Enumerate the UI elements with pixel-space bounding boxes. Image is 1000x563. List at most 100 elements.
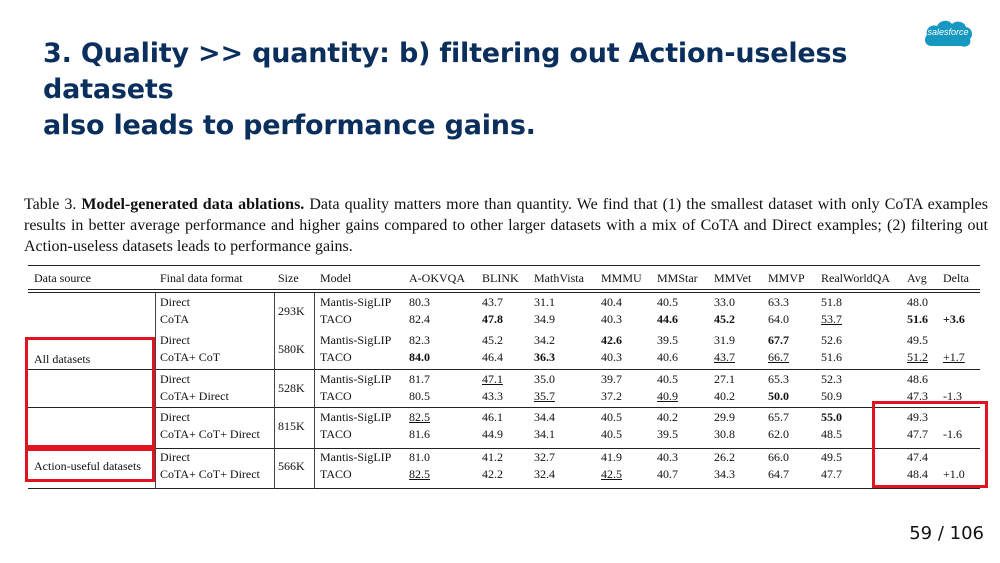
table-cell: 51.6 xyxy=(821,350,842,364)
table-cell: 40.5 xyxy=(657,295,678,309)
size-cell: 528K xyxy=(278,381,305,395)
table-cell: 66.7 xyxy=(768,350,789,364)
page-number: 59 / 106 xyxy=(909,523,984,544)
table-cell: 33.0 xyxy=(714,295,735,309)
table-cell: 40.3 xyxy=(657,450,678,464)
table-cell: 64.7 xyxy=(768,467,789,481)
table-cell: 39.5 xyxy=(657,427,678,441)
table-cell: 40.5 xyxy=(601,410,622,424)
table-cell: 48.5 xyxy=(821,427,842,441)
model-cell: Mantis-SigLIP xyxy=(320,410,392,424)
table-cell: 48.0 xyxy=(907,295,928,309)
table-cell: 51.8 xyxy=(821,295,842,309)
data-format-cell: Direct xyxy=(160,450,190,464)
table-cell: 40.2 xyxy=(714,389,735,403)
data-format-cell: Direct xyxy=(160,333,190,347)
column-header: Size xyxy=(278,271,299,285)
salesforce-logo: salesforce xyxy=(922,16,974,50)
table-cell: 50.0 xyxy=(768,389,789,403)
model-cell: Mantis-SigLIP xyxy=(320,295,392,309)
table-cell: 40.3 xyxy=(601,350,622,364)
logo-text: salesforce xyxy=(927,27,969,37)
caption-bold: Model-generated data ablations. xyxy=(81,196,305,213)
table-cell: 51.6 xyxy=(907,312,928,326)
caption-text: Data quality matters more than quantity.… xyxy=(24,196,988,255)
table-cell: 80.3 xyxy=(409,295,430,309)
model-cell: Mantis-SigLIP xyxy=(320,450,392,464)
column-header: MMStar xyxy=(657,271,698,285)
table-cell: 48.6 xyxy=(907,372,928,386)
table-cell: 40.6 xyxy=(657,350,678,364)
table-cell: 43.7 xyxy=(482,295,503,309)
table-cell: 49.3 xyxy=(907,410,928,424)
table-cell: 41.9 xyxy=(601,450,622,464)
table-cell: 47.7 xyxy=(907,427,928,441)
table-cell: 42.5 xyxy=(601,467,622,481)
model-cell: TACO xyxy=(320,467,352,481)
column-header: Avg xyxy=(907,271,927,285)
model-cell: TACO xyxy=(320,389,352,403)
table-cell: 47.3 xyxy=(907,389,928,403)
data-format-cell: CoTA+ Direct xyxy=(160,389,229,403)
size-cell: 293K xyxy=(278,304,305,318)
column-header: A-OKVQA xyxy=(409,271,465,285)
table-cell: -1.3 xyxy=(943,389,962,403)
table-cell: 32.7 xyxy=(534,450,555,464)
table-cell: +1.0 xyxy=(943,467,965,481)
table-rule xyxy=(28,289,980,290)
table-cell: 44.6 xyxy=(657,312,678,326)
table-cell: 50.9 xyxy=(821,389,842,403)
table-cell: 47.7 xyxy=(821,467,842,481)
column-header: Data source xyxy=(34,271,91,285)
column-header: RealWorldQA xyxy=(821,271,891,285)
table-cell: 81.6 xyxy=(409,427,430,441)
table-cell: 44.9 xyxy=(482,427,503,441)
table-cell: 45.2 xyxy=(482,333,503,347)
model-cell: TACO xyxy=(320,427,352,441)
table-cell: 40.2 xyxy=(657,410,678,424)
cloud-icon xyxy=(924,20,973,47)
column-header: Final data format xyxy=(160,271,243,285)
table-cell: 81.7 xyxy=(409,372,430,386)
data-format-cell: CoTA xyxy=(160,312,190,326)
table-rule xyxy=(28,292,980,293)
table-cell: 55.0 xyxy=(821,410,842,424)
table-cell: 82.5 xyxy=(409,410,430,424)
table-cell: -1.6 xyxy=(943,427,962,441)
table-cell: 37.2 xyxy=(601,389,622,403)
column-header: Delta xyxy=(943,271,969,285)
slide-title: 3. Quality >> quantity: b) filtering out… xyxy=(43,36,953,144)
table-cell: 47.8 xyxy=(482,312,503,326)
column-header: MMMU xyxy=(601,271,642,285)
table-cell: 34.2 xyxy=(534,333,555,347)
highlight-box-all-datasets xyxy=(25,337,155,448)
table-cell: 35.7 xyxy=(534,389,555,403)
data-source-label: Action-useful datasets xyxy=(34,459,141,473)
table-cell: 51.2 xyxy=(907,350,928,364)
table-cell: 40.7 xyxy=(657,467,678,481)
table-cell: 80.5 xyxy=(409,389,430,403)
table-cell: 82.4 xyxy=(409,312,430,326)
data-format-cell: CoTA+ CoT+ Direct xyxy=(160,467,260,481)
column-header: MMVet xyxy=(714,271,752,285)
model-cell: Mantis-SigLIP xyxy=(320,333,392,347)
table-cell: 66.0 xyxy=(768,450,789,464)
table-cell: +3.6 xyxy=(943,312,965,326)
table-cell: 52.3 xyxy=(821,372,842,386)
column-header: Model xyxy=(320,271,352,285)
data-format-cell: Direct xyxy=(160,410,190,424)
model-cell: TACO xyxy=(320,312,352,326)
table-cell: 31.9 xyxy=(714,333,735,347)
table-cell: 82.3 xyxy=(409,333,430,347)
table-cell: 42.2 xyxy=(482,467,503,481)
highlight-box-avg-delta xyxy=(872,401,988,488)
table-rule xyxy=(28,448,980,449)
data-format-cell: Direct xyxy=(160,372,190,386)
data-format-cell: CoTA+ CoT xyxy=(160,350,221,364)
table-cell: 53.7 xyxy=(821,312,842,326)
table-cell: 31.1 xyxy=(534,295,555,309)
model-cell: TACO xyxy=(320,350,352,364)
table-cell: 46.4 xyxy=(482,350,503,364)
table-column-separator xyxy=(155,293,156,489)
column-header: MathVista xyxy=(534,271,584,285)
